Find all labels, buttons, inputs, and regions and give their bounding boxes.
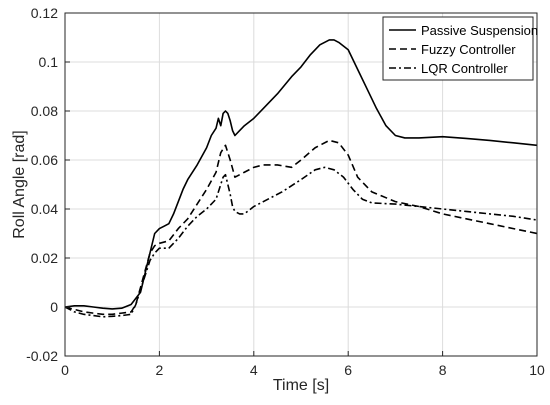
x-tick-label: 10 <box>529 362 545 378</box>
legend-label-lqr-controller: LQR Controller <box>421 61 508 76</box>
x-axis-label: Time [s] <box>273 377 329 394</box>
y-tick-label: -0.02 <box>26 348 58 364</box>
legend-box <box>382 16 534 81</box>
y-tick-label: 0.06 <box>31 152 58 168</box>
x-tick-label: 4 <box>250 362 258 378</box>
y-tick-label: 0.02 <box>31 250 58 266</box>
x-tick-label: 0 <box>61 362 69 378</box>
y-tick-label: 0.1 <box>39 54 59 70</box>
legend: Passive Suspension Fuzzy Controller LQR Co… <box>382 16 538 81</box>
plot-area-frame <box>64 12 538 357</box>
x-tick-label: 2 <box>156 362 164 378</box>
y-tick-label: 0.04 <box>31 201 58 217</box>
y-tick-label: 0.12 <box>31 5 58 21</box>
y-tick-label: 0.08 <box>31 103 58 119</box>
series-line-fuzzy-controller <box>64 139 538 316</box>
series-line-lqr-controller <box>64 166 538 318</box>
legend-label-passive-suspension: Passive Suspension <box>421 23 538 38</box>
x-tick-label: 8 <box>439 362 447 378</box>
y-axis-label: Roll Angle [rad] <box>11 130 28 239</box>
legend-label-fuzzy-controller: Fuzzy Controller <box>421 42 516 57</box>
y-tick-label: 0 <box>50 299 58 315</box>
series-group <box>64 39 538 318</box>
x-tick-label: 6 <box>344 362 352 378</box>
